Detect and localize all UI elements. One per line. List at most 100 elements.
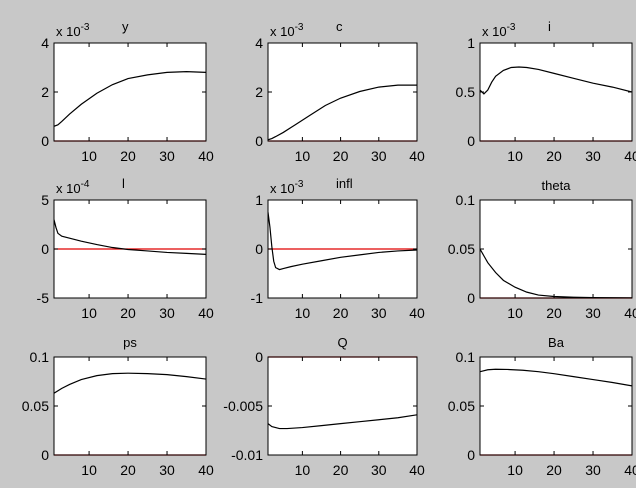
subplot-title: y xyxy=(122,19,129,34)
y-tick-label: 0 xyxy=(255,241,263,257)
x-tick-label: 20 xyxy=(120,148,136,164)
series-line-1 xyxy=(480,248,632,298)
y-tick-label: 0.5 xyxy=(456,84,476,100)
x-tick-label: 20 xyxy=(333,462,349,478)
y-tick-label: -1 xyxy=(251,290,264,306)
subplot-title: theta xyxy=(542,178,572,193)
y-tick-label: 0.05 xyxy=(448,398,475,414)
x-tick-label: 10 xyxy=(81,305,97,321)
x-tick-label: 10 xyxy=(81,148,97,164)
x-tick-label: 10 xyxy=(295,148,311,164)
x-tick-label: 30 xyxy=(159,305,175,321)
subplot-3: 10 20 30 40 0 0.5 1 x 10-3 i xyxy=(456,19,636,164)
x-tick-label: 30 xyxy=(159,462,175,478)
x-tick-label: 40 xyxy=(198,462,214,478)
subplot-title: Ba xyxy=(548,335,565,350)
y-exponent-label: x 10-4 xyxy=(56,179,90,196)
x-tick-label: 20 xyxy=(120,305,136,321)
x-tick-label: 30 xyxy=(585,462,601,478)
x-tick-label: 40 xyxy=(409,148,425,164)
y-tick-label: 0 xyxy=(467,447,475,463)
series-line-1 xyxy=(54,219,206,255)
series-line-1 xyxy=(480,368,632,387)
subplot-title: infl xyxy=(336,176,353,191)
plot-area xyxy=(268,357,417,455)
subplot-1: 10 20 30 40 0 2 4 x 10-3 y xyxy=(41,19,214,164)
plot-area xyxy=(480,43,632,141)
plot-area xyxy=(480,200,632,298)
series-line-1 xyxy=(268,84,417,141)
y-exponent-label: x 10-3 xyxy=(270,22,304,39)
subplot-8: 10 20 30 40 -0.01 -0.005 0 Q xyxy=(223,335,425,478)
plot-area xyxy=(54,357,206,455)
y-tick-label: 1 xyxy=(255,192,263,208)
series-line-1 xyxy=(268,212,417,271)
y-exponent-power: -4 xyxy=(81,179,90,190)
series-line-1 xyxy=(480,66,632,95)
y-tick-label: 0 xyxy=(467,133,475,149)
x-tick-label: 10 xyxy=(507,305,523,321)
subplot-2: 10 20 30 40 0 2 4 x 10-3 c xyxy=(255,19,425,164)
y-tick-label: 2 xyxy=(41,84,49,100)
y-exponent-label: x 10-3 xyxy=(482,22,516,39)
x-tick-label: 30 xyxy=(371,148,387,164)
y-exponent-base: x 10 xyxy=(56,181,81,196)
x-tick-label: 30 xyxy=(585,148,601,164)
x-tick-label: 20 xyxy=(546,148,562,164)
y-tick-label: 0 xyxy=(255,349,263,365)
subplot-5: 10 20 30 40 -1 0 1 x 10-3 infl xyxy=(251,176,425,321)
x-tick-label: 30 xyxy=(371,462,387,478)
y-tick-label: -5 xyxy=(37,290,50,306)
y-exponent-power: -3 xyxy=(507,22,516,33)
y-exponent-base: x 10 xyxy=(270,181,295,196)
x-tick-label: 40 xyxy=(198,148,214,164)
x-tick-label: 30 xyxy=(371,305,387,321)
subplot-title: c xyxy=(336,19,343,34)
series-line-1 xyxy=(54,71,206,127)
x-tick-label: 40 xyxy=(624,462,636,478)
y-exponent-label: x 10-3 xyxy=(56,22,90,39)
y-tick-label: 0 xyxy=(41,447,49,463)
x-tick-label: 10 xyxy=(81,462,97,478)
x-tick-label: 40 xyxy=(624,305,636,321)
series-line-1 xyxy=(268,414,417,430)
y-exponent-power: -3 xyxy=(295,22,304,33)
x-tick-label: 10 xyxy=(295,305,311,321)
subplot-title: i xyxy=(548,19,551,34)
y-exponent-base: x 10 xyxy=(270,24,295,39)
subplot-title: Q xyxy=(337,335,347,350)
x-tick-label: 40 xyxy=(198,305,214,321)
y-tick-label: 0.1 xyxy=(456,192,476,208)
x-tick-label: 40 xyxy=(409,462,425,478)
subplot-4: 10 20 30 40 -5 0 5 x 10-4 l xyxy=(37,176,214,321)
x-tick-label: 20 xyxy=(333,305,349,321)
y-exponent-power: -3 xyxy=(295,179,304,190)
y-tick-label: 0.05 xyxy=(22,398,49,414)
y-tick-label: 0.1 xyxy=(30,349,50,365)
x-tick-label: 20 xyxy=(333,148,349,164)
y-exponent-base: x 10 xyxy=(482,24,507,39)
x-tick-label: 20 xyxy=(546,462,562,478)
subplot-title: l xyxy=(122,176,125,191)
y-exponent-power: -3 xyxy=(81,22,90,33)
x-tick-label: 10 xyxy=(507,148,523,164)
x-tick-label: 30 xyxy=(585,305,601,321)
y-tick-label: 0 xyxy=(467,290,475,306)
y-exponent-base: x 10 xyxy=(56,24,81,39)
x-tick-label: 20 xyxy=(546,305,562,321)
y-tick-label: 0 xyxy=(41,241,49,257)
plot-area xyxy=(268,43,417,141)
plot-area xyxy=(54,43,206,141)
x-tick-label: 10 xyxy=(507,462,523,478)
x-tick-label: 30 xyxy=(159,148,175,164)
subplot-6: 10 20 30 40 0 0.05 0.1 theta xyxy=(448,178,636,321)
plot-area xyxy=(480,357,632,455)
y-tick-label: 5 xyxy=(41,192,49,208)
subplot-7: 10 20 30 40 0 0.05 0.1 ps xyxy=(22,335,214,478)
subplot-9: 10 20 30 40 0 0.05 0.1 Ba xyxy=(448,335,636,478)
x-tick-label: 40 xyxy=(624,148,636,164)
y-tick-label: 0 xyxy=(41,133,49,149)
y-tick-label: 2 xyxy=(255,84,263,100)
y-tick-label: 4 xyxy=(255,35,263,51)
